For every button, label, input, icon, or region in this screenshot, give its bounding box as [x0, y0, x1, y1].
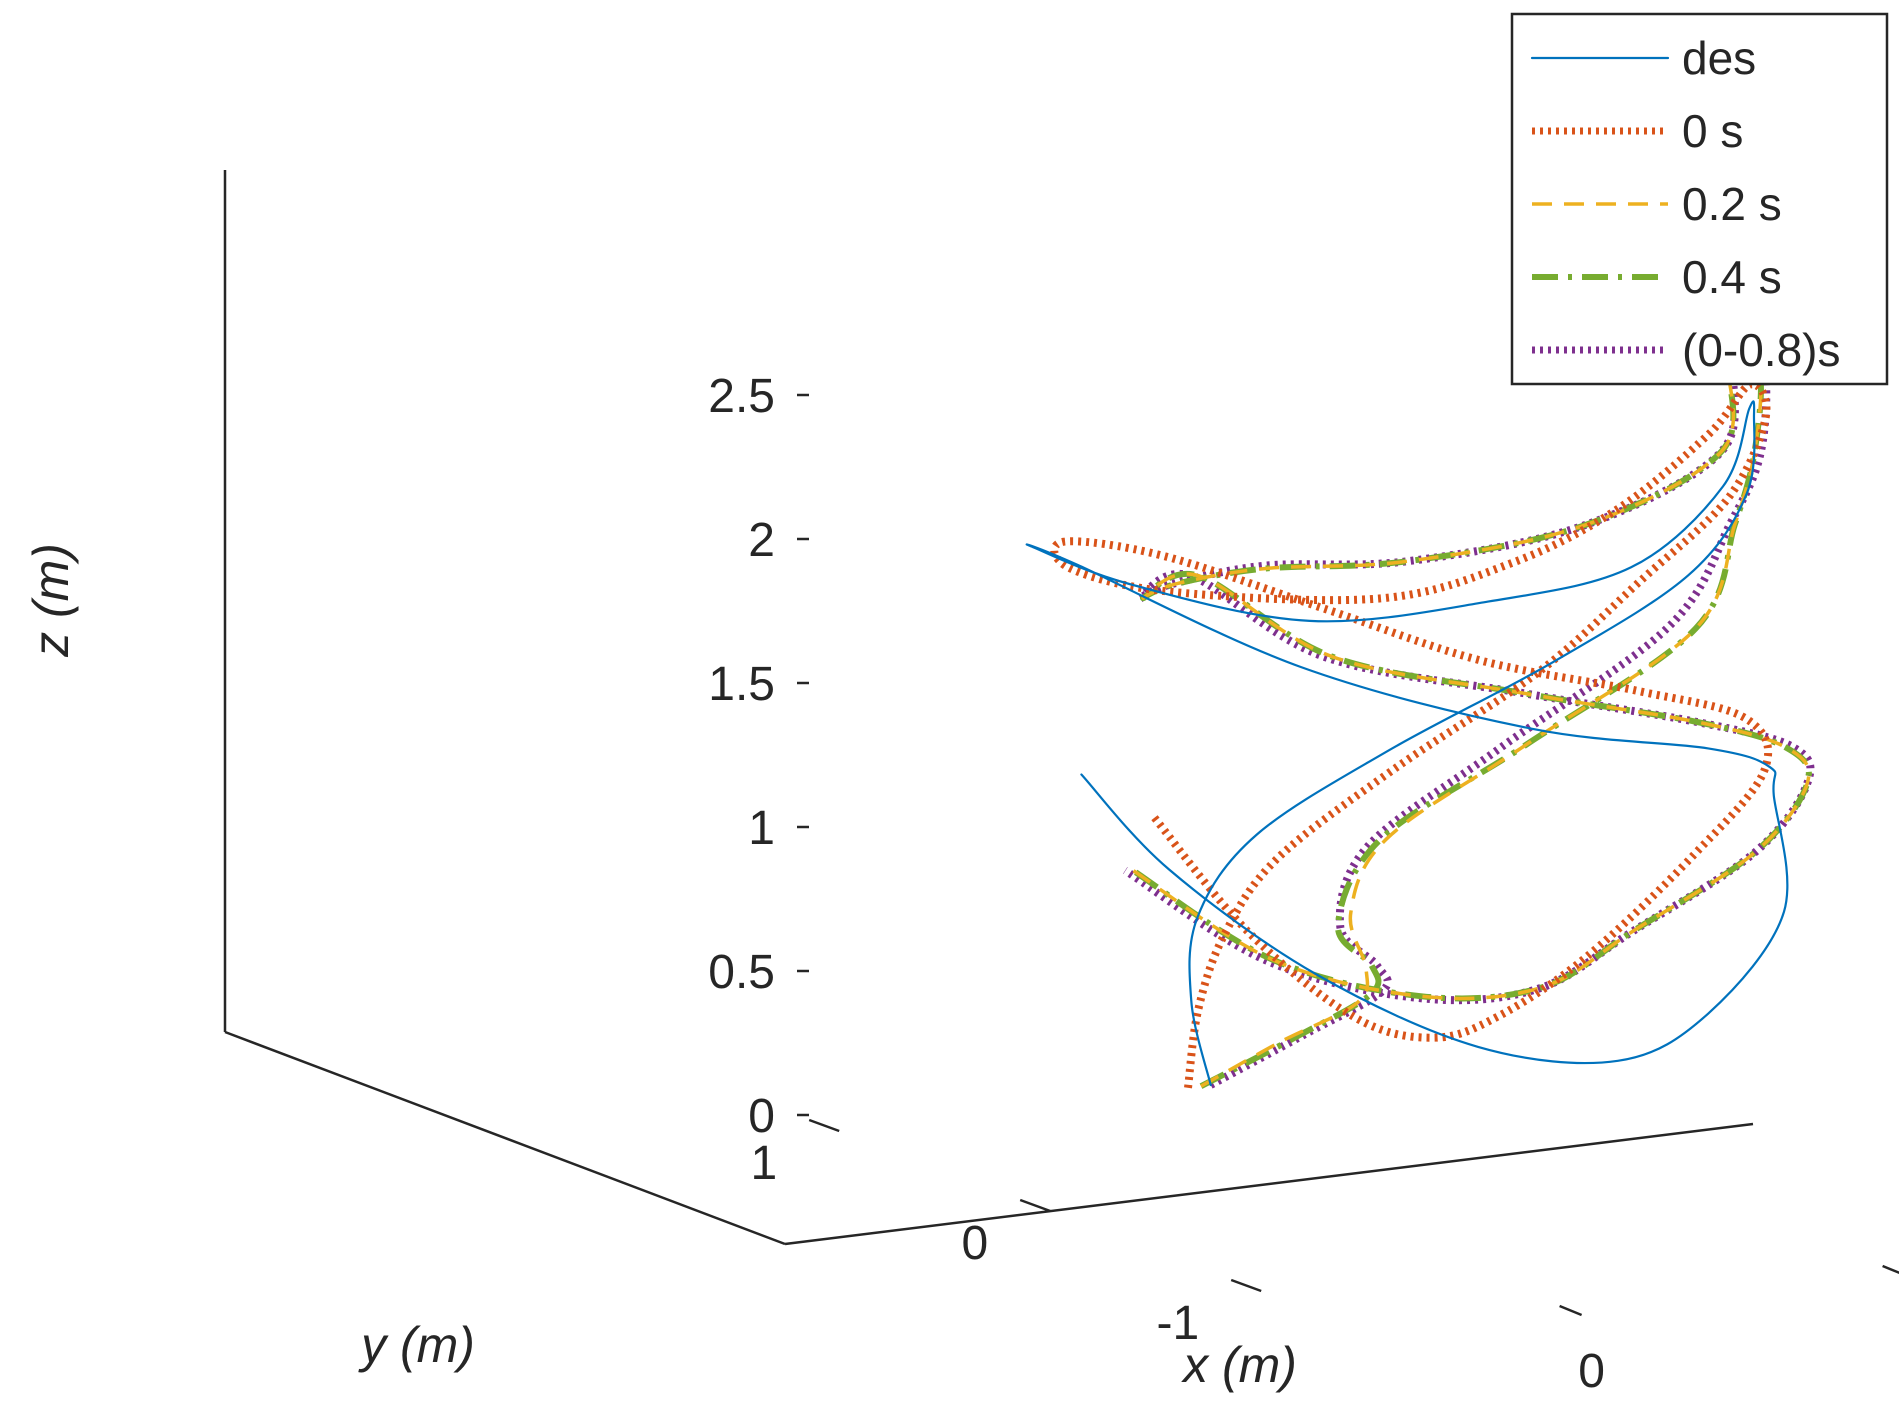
- legend-label: des: [1682, 32, 1756, 84]
- z-tick-label: 0: [748, 1090, 775, 1143]
- z-tick-label: 0.5: [708, 946, 775, 999]
- legend: des 0 s 0.2 s 0.4 s (0-0.8)s: [1510, 12, 1889, 386]
- series-line-1: [1050, 380, 1773, 1089]
- z-tick-label: 1.5: [708, 658, 775, 711]
- y-tick-mark: [1230, 1278, 1262, 1293]
- series-line-0: [1025, 400, 1789, 1087]
- y-tick-label: 0: [961, 1217, 988, 1270]
- x-tick-label: 0: [1578, 1345, 1605, 1398]
- x-axis-line: [784, 1122, 1754, 1246]
- z-tick-label: 2.5: [708, 370, 775, 423]
- y-tick-label: -1: [1157, 1297, 1200, 1350]
- z-tick-label: 2: [748, 514, 775, 567]
- z-axis-label: z (m): [23, 543, 79, 658]
- legend-label: 0 s: [1682, 105, 1743, 157]
- legend-box: [1510, 12, 1889, 386]
- x-tick-mark: [1559, 1304, 1583, 1317]
- axes: [223, 170, 1754, 1246]
- legend-label: 0.4 s: [1682, 251, 1782, 303]
- y-tick-mark: [1019, 1198, 1051, 1213]
- series-line-2: [1130, 353, 1811, 1088]
- legend-label: 0.2 s: [1682, 178, 1782, 230]
- y-tick-mark: [808, 1118, 840, 1133]
- legend-label: (0-0.8)s: [1682, 324, 1840, 376]
- z-tick-label: 1: [748, 802, 775, 855]
- y-axis-line: [224, 1030, 786, 1246]
- series-lines: [1025, 346, 1815, 1089]
- ticks: 00.511.522.510-1012: [708, 370, 1899, 1398]
- x-tick-mark: [1882, 1264, 1899, 1275]
- x-axis-label: x (m): [1181, 1337, 1297, 1393]
- y-axis-label: y (m): [358, 1317, 475, 1373]
- y-tick-label: 1: [750, 1137, 777, 1190]
